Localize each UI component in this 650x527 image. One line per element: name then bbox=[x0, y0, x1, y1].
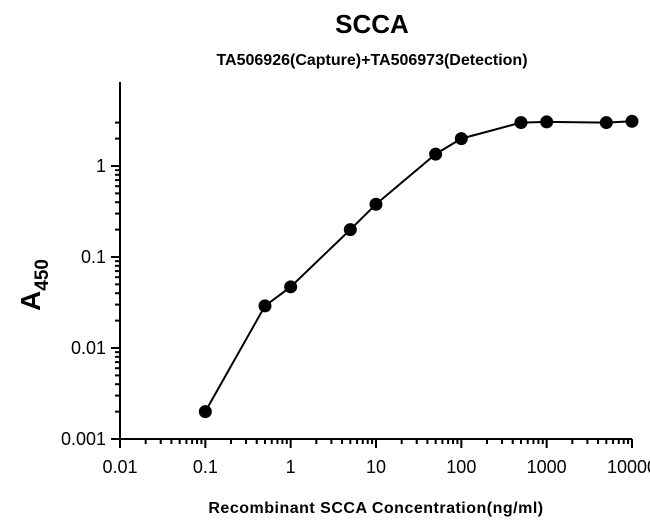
data-point bbox=[198, 405, 212, 419]
x-tick-label: 1000 bbox=[527, 457, 567, 477]
x-axis-label: Recombinant SCCA Concentration(ng/ml) bbox=[208, 500, 543, 517]
data-point bbox=[258, 299, 272, 313]
y-tick-label: 0.001 bbox=[61, 429, 106, 449]
data-point bbox=[369, 197, 383, 211]
x-tick-label: 10 bbox=[366, 457, 386, 477]
y-axis-label-subscript: 450 bbox=[32, 259, 53, 291]
data-point bbox=[599, 116, 613, 130]
data-point bbox=[454, 132, 468, 146]
data-point bbox=[429, 147, 443, 161]
chart-subtitle: TA506926(Capture)+TA506973(Detection) bbox=[216, 52, 527, 69]
data-point bbox=[540, 115, 554, 129]
data-point bbox=[514, 116, 528, 130]
y-tick-label: 1 bbox=[96, 156, 106, 176]
x-tick-label: 100 bbox=[446, 457, 476, 477]
y-tick-label: 0.1 bbox=[81, 247, 106, 267]
y-axis-label: A450 bbox=[15, 259, 53, 311]
data-point bbox=[284, 280, 298, 294]
data-point bbox=[343, 223, 357, 237]
series-line bbox=[204, 120, 633, 413]
y-axis-label-main: A bbox=[15, 291, 46, 311]
chart-title: SCCA bbox=[335, 9, 409, 39]
x-tick-label: 0.01 bbox=[102, 457, 137, 477]
x-tick-label: 0.1 bbox=[193, 457, 218, 477]
y-tick-label: 0.01 bbox=[71, 338, 106, 358]
plot-area bbox=[198, 114, 639, 419]
data-point bbox=[625, 114, 639, 128]
x-tick-label: 1 bbox=[286, 457, 296, 477]
axes bbox=[119, 82, 632, 440]
